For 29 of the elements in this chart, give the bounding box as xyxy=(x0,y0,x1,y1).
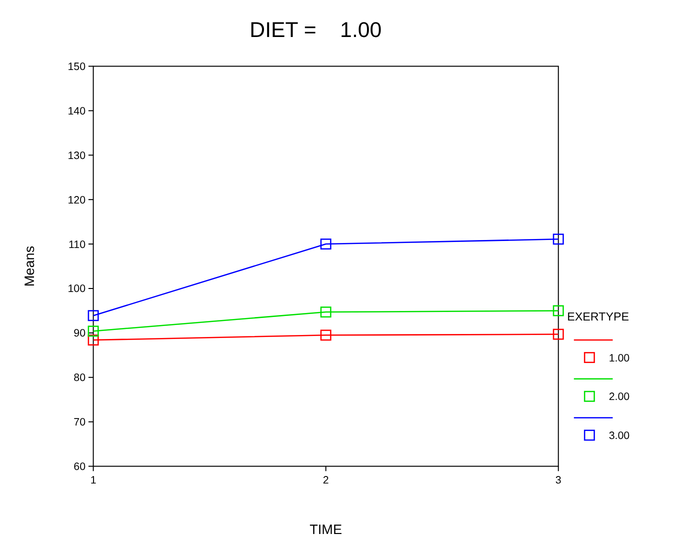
chart-title: DIET = 1.00 xyxy=(250,18,382,42)
legend-label: 3.00 xyxy=(608,430,630,442)
point xyxy=(88,326,99,337)
y-tick-label: 90 xyxy=(74,328,86,340)
y-tick-label: 120 xyxy=(68,194,86,206)
legend-title: EXERTYPE xyxy=(567,310,630,324)
x-tick-label: 2 xyxy=(322,474,329,487)
y-tick-label: 80 xyxy=(74,372,86,384)
point xyxy=(320,306,332,318)
y-tick-label: 150 xyxy=(68,60,86,73)
y-tick-label: 60 xyxy=(74,461,86,474)
y-tick-label: 140 xyxy=(68,105,86,118)
point xyxy=(88,310,99,322)
y-tick-label: 100 xyxy=(68,283,86,296)
x-tick-label: 3 xyxy=(555,474,562,487)
point xyxy=(88,334,99,346)
y-axis-title: Means xyxy=(22,246,38,287)
point xyxy=(320,330,332,341)
point xyxy=(552,305,564,316)
legend-label: 1.00 xyxy=(608,352,630,364)
x-axis-title: TIME xyxy=(310,522,342,538)
y-tick-label: 130 xyxy=(68,150,86,162)
x-tick-label: 1 xyxy=(90,474,96,487)
y-tick-label: 110 xyxy=(68,238,86,251)
point xyxy=(552,234,564,245)
legend-label: 2.00 xyxy=(608,391,630,404)
point xyxy=(320,238,332,250)
point xyxy=(552,328,564,340)
y-tick-label: 70 xyxy=(74,416,86,429)
